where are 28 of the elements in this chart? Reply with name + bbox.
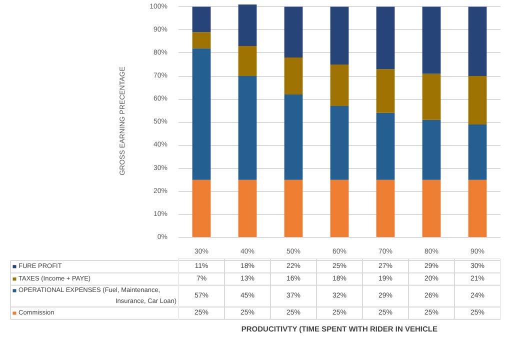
bar [238, 76, 257, 180]
bar [376, 112, 395, 180]
bar [238, 180, 257, 238]
bar [422, 74, 441, 120]
bar [330, 180, 349, 238]
bar [284, 180, 303, 238]
bar [422, 180, 441, 238]
bar [330, 64, 349, 106]
bar [192, 32, 211, 48]
bar [330, 106, 349, 180]
bar [376, 6, 395, 70]
bar [284, 94, 303, 180]
bar [284, 58, 303, 94]
bar [284, 6, 303, 58]
bar [238, 46, 257, 76]
bar [238, 4, 257, 46]
bar [422, 6, 441, 74]
bar [192, 180, 211, 238]
bar [468, 124, 487, 180]
bar [192, 48, 211, 180]
bar [468, 6, 487, 76]
bar [422, 120, 441, 180]
bar [376, 69, 395, 113]
bar [330, 6, 349, 64]
bar [192, 6, 211, 32]
bar [468, 76, 487, 124]
bar [376, 180, 395, 238]
bar [468, 180, 487, 238]
